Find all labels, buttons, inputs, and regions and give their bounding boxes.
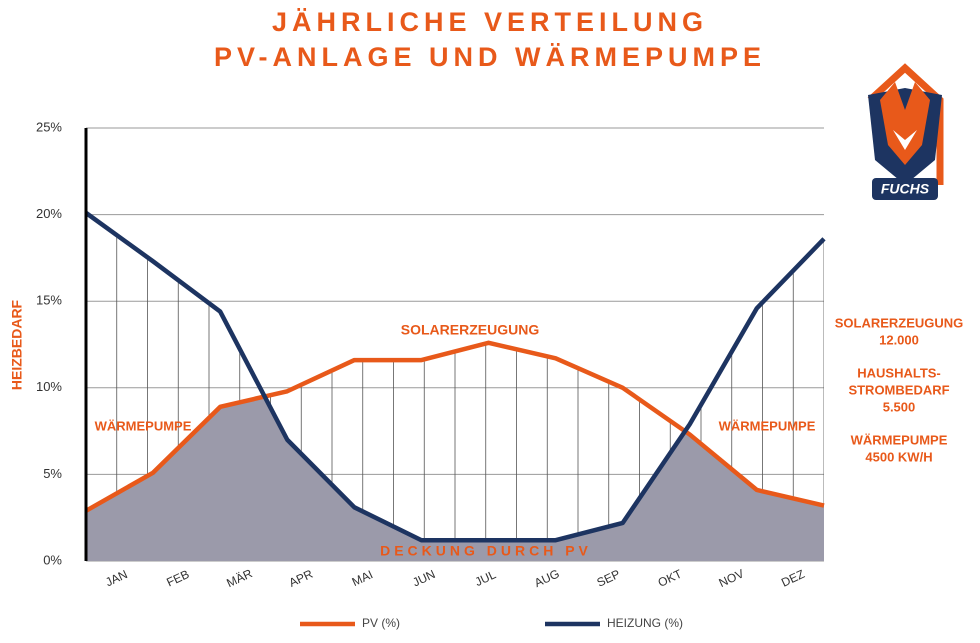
legend-label: PV (%) [362, 616, 400, 630]
logo-fox-snout [893, 130, 917, 150]
y-tick-label: 5% [43, 466, 62, 481]
y-axis-label: HEIZBEDARF [9, 299, 25, 390]
y-tick-label: 20% [36, 206, 62, 221]
logo: FUCHS [867, 63, 944, 200]
y-tick-label: 25% [36, 119, 62, 134]
x-tick-label: JUN [410, 567, 437, 590]
series-line [84, 340, 825, 513]
x-tick-label: APR [287, 567, 316, 590]
y-tick-label: 0% [43, 552, 62, 567]
side-note: 4500 KW/H [865, 449, 932, 464]
x-tick-label: SEP [595, 567, 623, 590]
chart-title: JÄHRLICHE VERTEILUNG [272, 7, 708, 37]
annotation: WÄRMEPUMPE [719, 418, 816, 433]
x-tick-label: MAI [350, 567, 375, 589]
x-tick-label: NOV [717, 566, 746, 590]
x-tick-label: JUL [473, 567, 499, 589]
series-line [84, 211, 826, 543]
x-tick-label: FEB [164, 567, 191, 590]
logo-banner [872, 178, 938, 200]
chart-subtitle: PV-ANLAGE UND WÄRMEPUMPE [214, 42, 766, 72]
annotation: DECKUNG DURCH PV [380, 543, 592, 559]
legend-label: HEIZUNG (%) [607, 616, 683, 630]
side-note: STROMBEDARF [848, 382, 949, 397]
x-tick-label: OKT [656, 566, 685, 589]
logo-text: FUCHS [881, 181, 930, 197]
x-tick-label: MÄR [224, 566, 254, 590]
side-note: HAUSHALTS- [857, 365, 941, 380]
side-note: SOLARERZEUGUNG [835, 315, 964, 330]
logo-house [867, 63, 944, 185]
side-note: 12.000 [879, 332, 919, 347]
y-tick-label: 10% [36, 379, 62, 394]
annotation: WÄRMEPUMPE [95, 418, 192, 433]
x-tick-label: AUG [532, 566, 561, 590]
logo-fox [880, 82, 930, 165]
y-tick-label: 15% [36, 293, 62, 308]
x-tick-label: JAN [103, 567, 129, 589]
side-note: 5.500 [883, 399, 916, 414]
annotation: SOLARERZEUGUNG [401, 322, 540, 338]
x-tick-label: DEZ [779, 567, 807, 590]
side-note: WÄRMEPUMPE [851, 432, 948, 447]
